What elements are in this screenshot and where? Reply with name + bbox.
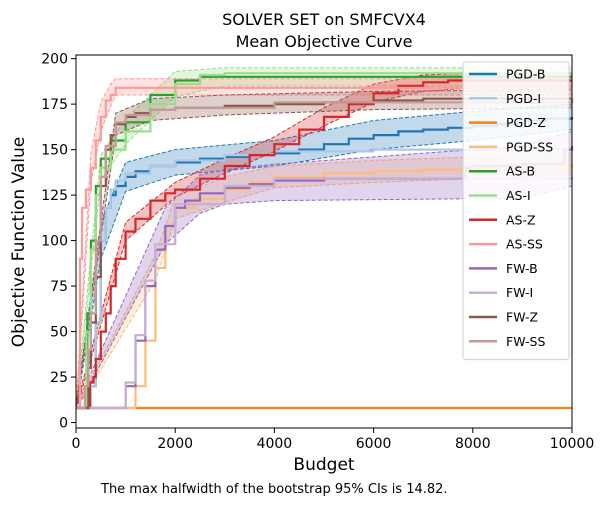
series-line-fw-i <box>76 176 574 410</box>
y-tick-label: 200 <box>41 52 68 68</box>
x-axis-label: Budget <box>293 455 354 475</box>
legend-label: PGD-SS <box>506 139 553 154</box>
x-tick-label: 4000 <box>257 436 293 452</box>
x-axis-ticks: 0 2000 4000 6000 8000 10000 <box>72 428 595 452</box>
legend-label: PGD-Z <box>506 115 546 130</box>
legend-label: PGD-I <box>506 91 541 106</box>
y-axis-label: Objective Function Value <box>9 137 29 347</box>
legend-label: AS-I <box>506 188 531 203</box>
legend-label: FW-I <box>506 285 533 300</box>
chart-title: SOLVER SET on SMFCVX4 <box>222 10 426 29</box>
series-line-fw-ss <box>76 98 574 410</box>
ci-upper-fw-z <box>75 89 573 407</box>
legend-label: AS-Z <box>506 212 536 227</box>
legend-label: FW-Z <box>506 310 538 325</box>
ci-lower-pgd-ss <box>75 174 573 411</box>
x-tick-label: 8000 <box>455 436 491 452</box>
x-tick-label: 10000 <box>550 436 595 452</box>
y-tick-label: 175 <box>41 97 68 113</box>
ci-lower-fw-z <box>75 107 573 410</box>
y-tick-label: 0 <box>59 416 68 432</box>
legend-label: AS-B <box>506 164 535 179</box>
ci-upper-pgd-b <box>75 103 573 407</box>
plot-frame <box>75 54 573 429</box>
x-tick-label: 6000 <box>356 436 392 452</box>
legend-label: FW-SS <box>506 334 545 349</box>
y-axis-ticks: 0 25 50 75 100 125 150 175 200 <box>41 52 76 432</box>
x-tick-label: 0 <box>72 436 81 452</box>
y-tick-label: 125 <box>41 188 68 204</box>
ci-upper-as-ss <box>75 78 572 407</box>
series-lines <box>76 72 574 410</box>
y-tick-label: 50 <box>50 325 68 341</box>
footnote: The max halfwidth of the bootstrap 95% C… <box>100 482 448 497</box>
legend: PGD-B PGD-I PGD-Z PGD-SS AS-B AS-I AS-Z AS-SS FW… <box>462 61 570 361</box>
series-line-as-z <box>76 79 572 410</box>
legend-box <box>462 61 570 361</box>
ci-lower-fw-b <box>75 185 573 411</box>
y-tick-label: 150 <box>41 143 68 159</box>
y-tick-label: 25 <box>50 370 68 386</box>
ci-upper-pgd-ss <box>75 152 573 407</box>
legend-label: AS-SS <box>506 237 543 252</box>
series-line-as-ss <box>76 86 572 410</box>
legend-label: PGD-B <box>506 67 546 82</box>
y-tick-label: 75 <box>50 279 68 295</box>
ci-lower-as-ss <box>75 94 572 410</box>
chart-subtitle: Mean Objective Curve <box>236 32 413 51</box>
y-tick-label: 100 <box>41 234 68 250</box>
legend-label: FW-B <box>506 261 538 276</box>
x-tick-label: 2000 <box>157 436 193 452</box>
